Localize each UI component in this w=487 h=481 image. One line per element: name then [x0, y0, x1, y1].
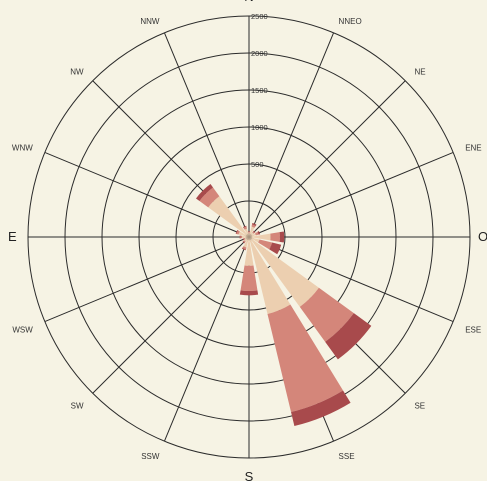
bar-WNW-s3 — [235, 229, 238, 234]
spoke-ESE — [248, 236, 454, 323]
bar-WNW-s1 — [238, 231, 249, 237]
radial-tick-1000: 1000 — [251, 123, 268, 132]
bar-NW-s2 — [199, 187, 220, 208]
spoke-NNW — [163, 32, 250, 238]
spoke-WSW — [44, 236, 250, 323]
bar-SE-s2 — [299, 287, 354, 342]
bar-S-s1 — [244, 237, 254, 266]
bar-NNEO-s2 — [251, 224, 256, 228]
bar-ESE-s3 — [269, 242, 282, 255]
bar-SW-s2 — [243, 240, 246, 243]
direction-label-WNW: WNW — [12, 143, 33, 152]
direction-label-E: E — [8, 229, 17, 244]
bar-WSW-s3 — [242, 238, 245, 241]
bar-ENE-s1 — [249, 233, 257, 237]
bar-SSE-s2 — [267, 304, 344, 413]
spoke-WNW — [44, 151, 250, 238]
bar-SSW-s1 — [243, 237, 249, 248]
direction-label-N: N — [244, 0, 253, 4]
bar-ENE-s3 — [257, 230, 261, 235]
bar-N-s1 — [248, 233, 250, 237]
direction-label-SSE: SSE — [339, 452, 355, 461]
bar-NW-s1 — [208, 196, 249, 237]
bar-SE-s1 — [249, 237, 319, 307]
bar-S-s2 — [240, 265, 258, 291]
bar-SSW-s3 — [241, 248, 246, 251]
spoke-NNEO — [248, 32, 335, 238]
direction-label-SW: SW — [71, 401, 84, 410]
bar-NNW-s3 — [242, 225, 247, 228]
bar-SE-s3 — [325, 313, 372, 360]
bar-WNW-s2 — [236, 230, 240, 235]
bar-SW-s1 — [244, 237, 249, 242]
radial-tick-1500: 1500 — [251, 86, 268, 95]
bar-SSW-s2 — [242, 246, 247, 250]
bar-NW-s3 — [195, 183, 214, 202]
direction-label-NNW: NNW — [140, 17, 160, 26]
bar-O-s3 — [279, 231, 285, 243]
bar-NE-s2 — [252, 231, 255, 234]
direction-spokes — [28, 16, 470, 458]
bar-O-s2 — [270, 232, 280, 242]
bar-NNW-s2 — [243, 226, 247, 230]
radial-tick-500: 500 — [251, 160, 264, 169]
direction-labels: N NNEO NE ENE O ESE SE SSE S SSW SW WSW E WNW NW NNW — [8, 0, 487, 481]
bar-S-s3 — [239, 290, 259, 296]
bar-SSE-s1 — [249, 237, 291, 315]
bar-E-s2 — [240, 235, 242, 239]
radial-tick-2000: 2000 — [251, 49, 268, 58]
bar-ESE-s2 — [258, 239, 273, 250]
bar-NE-s3 — [253, 230, 256, 233]
bar-ESE-s1 — [249, 237, 260, 243]
bar-NNEO-s3 — [252, 222, 257, 226]
bar-N-s3 — [248, 231, 250, 233]
direction-label-SSW: SSW — [141, 452, 160, 461]
spoke-ENE — [248, 151, 454, 238]
bar-ENE-s2 — [255, 231, 259, 236]
spoke-NE — [248, 80, 406, 238]
bar-WSW-s1 — [244, 237, 249, 240]
radial-tick-2500: 2500 — [251, 12, 268, 21]
bar-E-s3 — [239, 235, 241, 239]
direction-label-NE: NE — [414, 68, 425, 77]
direction-label-NW: NW — [70, 68, 84, 77]
direction-label-O: O — [478, 229, 487, 244]
spoke-SW — [92, 236, 250, 394]
bar-SSE-s3 — [291, 390, 351, 427]
wind-bars — [195, 183, 372, 427]
bar-NNW-s1 — [244, 228, 249, 237]
direction-label-NNEO: NNEO — [339, 17, 362, 26]
bar-WSW-s2 — [243, 238, 246, 241]
bar-SW-s3 — [242, 241, 245, 244]
direction-label-ENE: ENE — [465, 143, 481, 152]
radial-tick-labels: 500 1000 1500 2000 2500 — [251, 12, 268, 169]
bar-N-s2 — [248, 231, 250, 234]
direction-label-SE: SE — [414, 401, 425, 410]
bar-NE-s1 — [249, 232, 254, 237]
direction-label-WSW: WSW — [12, 326, 33, 335]
direction-label-S: S — [245, 469, 254, 481]
bar-O-s1 — [249, 233, 271, 241]
direction-label-ESE: ESE — [465, 326, 481, 335]
bar-NNEO-s1 — [249, 226, 255, 237]
spoke-SSW — [163, 236, 250, 442]
bar-E-s1 — [241, 235, 249, 239]
